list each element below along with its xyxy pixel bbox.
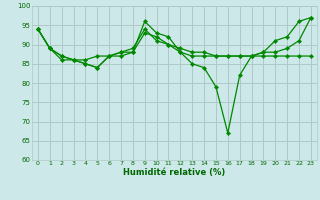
X-axis label: Humidité relative (%): Humidité relative (%) <box>123 168 226 177</box>
